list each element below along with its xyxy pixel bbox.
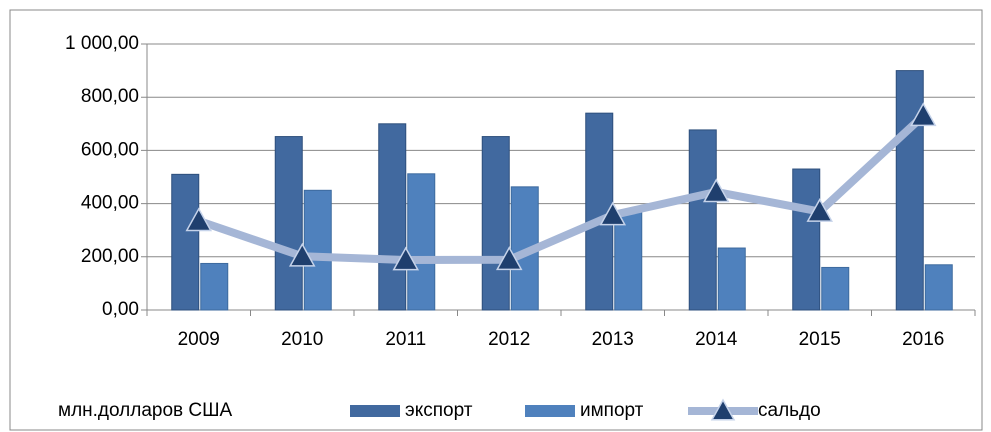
line-marker <box>495 246 523 271</box>
legend-swatch <box>525 405 575 417</box>
legend-label: экспорт <box>405 400 473 421</box>
y-tick-label: 600,00 <box>81 139 139 160</box>
y-tick-label: 400,00 <box>81 193 139 214</box>
bar <box>378 123 407 311</box>
bar <box>303 189 332 311</box>
x-tick-label: 2012 <box>488 329 530 350</box>
legend-marker <box>710 398 736 421</box>
bar <box>717 247 746 311</box>
bar <box>171 173 200 311</box>
bar <box>200 262 229 311</box>
x-tick-label: 2013 <box>592 329 634 350</box>
bar <box>407 173 436 311</box>
x-tick-label: 2011 <box>385 329 426 350</box>
bar <box>481 136 510 311</box>
bar <box>924 264 953 311</box>
x-tick-label: 2009 <box>178 329 220 350</box>
legend-label: импорт <box>580 400 644 421</box>
bar <box>274 136 303 311</box>
line-marker <box>288 242 316 267</box>
x-tick-label: 2015 <box>799 329 841 350</box>
line-marker <box>392 246 420 271</box>
x-tick-label: 2016 <box>902 329 944 350</box>
y-tick-label: 800,00 <box>81 86 139 107</box>
line-marker <box>806 198 834 222</box>
bar <box>688 129 717 311</box>
line-marker <box>185 207 213 232</box>
legend-swatch <box>350 405 400 417</box>
x-tick-label: 2014 <box>695 329 738 350</box>
bar <box>821 266 850 311</box>
bar <box>895 70 924 311</box>
unit-label: млн.долларов США <box>58 400 233 421</box>
line-marker <box>909 102 937 127</box>
line-marker <box>599 201 627 226</box>
bar <box>614 211 643 311</box>
bar <box>792 168 821 311</box>
y-tick-label: 0,00 <box>102 299 139 320</box>
line <box>197 112 926 264</box>
y-tick-label: 200,00 <box>81 246 139 267</box>
y-tick-label: 1 000,00 <box>65 33 139 54</box>
x-tick-label: 2010 <box>281 329 323 350</box>
line-marker <box>702 178 730 203</box>
legend-label: сальдо <box>758 400 821 421</box>
